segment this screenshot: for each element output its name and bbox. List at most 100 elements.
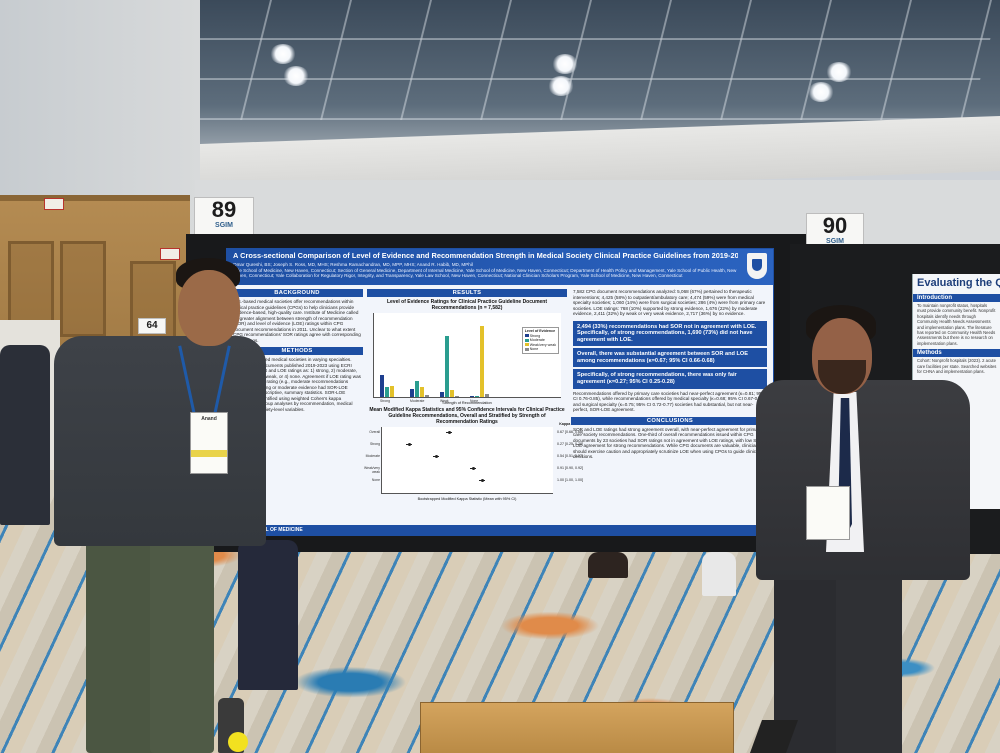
legend-item: Strong [524,333,556,339]
kappa-forest-plot: Kappa 95% CIOverall0.67 [0.66, 0.68]Stro… [364,422,583,494]
background-heading: BACKGROUND [231,289,363,297]
results-text: 7,582 CPG document recommendations analy… [573,289,766,316]
key-finding-1: 2,494 (33%) recommendations had SOR not … [573,320,767,347]
legend-label: None [529,347,539,352]
bar-none-3 [485,393,489,397]
background-text: U.S.-based medical societies offer recom… [233,299,361,343]
bar-none-1 [475,396,479,397]
author-list: Omar Qureshi, BS; Joseph S. Ross, MD, MH… [233,262,473,267]
bar-none-2 [480,325,484,397]
adjacent-methods-heading: Methods [913,349,1000,358]
poster-footer: YALE SCHOOL OF MEDICINE [227,525,773,535]
booth-org: SGIM [826,238,844,245]
name-badge [806,486,850,540]
bar-category-label: Weak [440,399,449,403]
legend-item: Weak/very weak [524,342,556,348]
bar-weak-2 [450,389,454,397]
bar-moderate-2 [420,387,424,397]
legend-item: Moderate [524,338,556,343]
badge-name: Anand [201,416,217,422]
forest-point [435,455,438,458]
ceiling-light [826,62,852,82]
bar-chart-legend: Level of Evidence Strong Moderate Weak/very… [521,327,559,354]
pullover-sweater [54,336,266,546]
bar-weak-3 [455,396,459,397]
legend-label: Strong [529,333,541,338]
badge-name [807,487,849,491]
research-poster: A Cross-sectional Comparison of Level of… [226,248,774,536]
yale-shield-icon [747,253,767,279]
bar-chart-xlabel: Strength of Recommendation [442,401,492,405]
forest-row-label: Strong [370,442,380,446]
badge-stripe [191,450,227,457]
forest-point [408,443,411,446]
bar-category-label: Moderate [410,399,425,403]
adjacent-methods-text: Cohort: Nonprofit hospitals (2023). 2 ac… [917,358,997,375]
bar-moderate-0 [410,388,414,397]
adjacent-intro-heading: Introduction [913,294,1000,302]
forest-xlabel: Bootstrapped Modified Kappa Statistic (M… [417,497,517,501]
forest-row-label: Weak/very weak [364,466,380,474]
forest-kappa-value: 1.00 [1.00, 1.00] [557,478,583,482]
ceiling-light [270,44,296,64]
legend-label: Moderate [529,338,545,343]
adjacent-intro-text: To maintain nonprofit status, hospitals … [917,303,996,346]
forest-point [481,479,484,482]
conclusion-heading: CONCLUSIONS [571,416,769,425]
poster-authors: Omar Qureshi, BS; Joseph S. Ross, MD, MH… [233,262,738,279]
legend-swatch [524,347,529,351]
background-attendee [0,345,50,525]
legend-swatch [524,338,529,342]
forest-row-label: Moderate [365,454,380,458]
conclusion-text: SOR and LOE ratings had strong agreement… [573,426,765,460]
legend-item: None [524,347,556,352]
trousers [86,530,158,753]
bar-strong-1 [385,387,389,397]
cardboard-box [420,702,734,753]
bar-moderate-3 [425,395,429,397]
forest-plot-title: Mean Modified Kappa Statistics and 95% C… [369,407,565,425]
adjacent-poster-title: Evaluating the Qual [917,277,1000,289]
background-attendee-legs [588,552,628,578]
forest-kappa-value: 0.67 [0.66, 0.68] [557,430,583,434]
forest-row-label: None [371,478,380,482]
bar-moderate-1 [415,380,419,397]
forest-kappa-value: 0.91 [0.90, 0.92] [557,466,583,470]
key-finding-2: Overall, there was substantial agreement… [573,348,767,368]
bar-category-label: Strong [380,399,390,403]
legend-title: Level of Evidence [524,329,556,333]
ceiling-light [548,76,574,96]
forest-kappa-value: 0.27 [0.25, 0.28] [557,442,583,446]
booth-org: SGIM [215,222,233,229]
forest-point [448,431,451,434]
booth-number: 64 [146,320,158,331]
legend-swatch [524,334,529,338]
trousers [150,530,214,753]
poster-middle-column: RESULTS Level of Evidence Ratings for Cl… [364,289,583,523]
bar-strong-0 [380,374,384,397]
booth-number: 89 [211,197,237,222]
booth-sign-89: 89 SGIM [194,197,254,239]
tennis-ball [228,732,248,752]
booth-number: 90 [822,213,848,238]
forest-point [472,467,475,470]
bar-chart-title: Level of Evidence Ratings for Clinical P… [386,299,548,311]
forest-row-label: Overall [369,430,380,434]
bar-none-0 [470,396,474,397]
exit-sign-icon [44,198,64,210]
background-attendee-legs [702,552,736,596]
poster-left-column: BACKGROUND U.S.-based medical societies … [231,289,363,523]
bar-category-label: None [470,399,479,403]
poster-title: A Cross-sectional Comparison of Level of… [233,251,738,260]
evidence-bar-chart: Level of Evidence Strong Moderate Weak/very… [373,313,561,403]
legend-label: Weak/very weak [529,342,556,347]
ceiling-light [552,54,578,74]
results-heading: RESULTS [367,289,567,297]
affiliations: Yale School of Medicine, New Haven, Conn… [233,267,737,279]
name-badge: Anand [190,412,228,474]
poster-header: A Cross-sectional Comparison of Level of… [227,249,773,285]
background-attendee-legs [238,540,298,690]
ceiling-light [808,82,834,102]
key-finding-3: Specifically, of strong recommendations,… [573,369,767,389]
